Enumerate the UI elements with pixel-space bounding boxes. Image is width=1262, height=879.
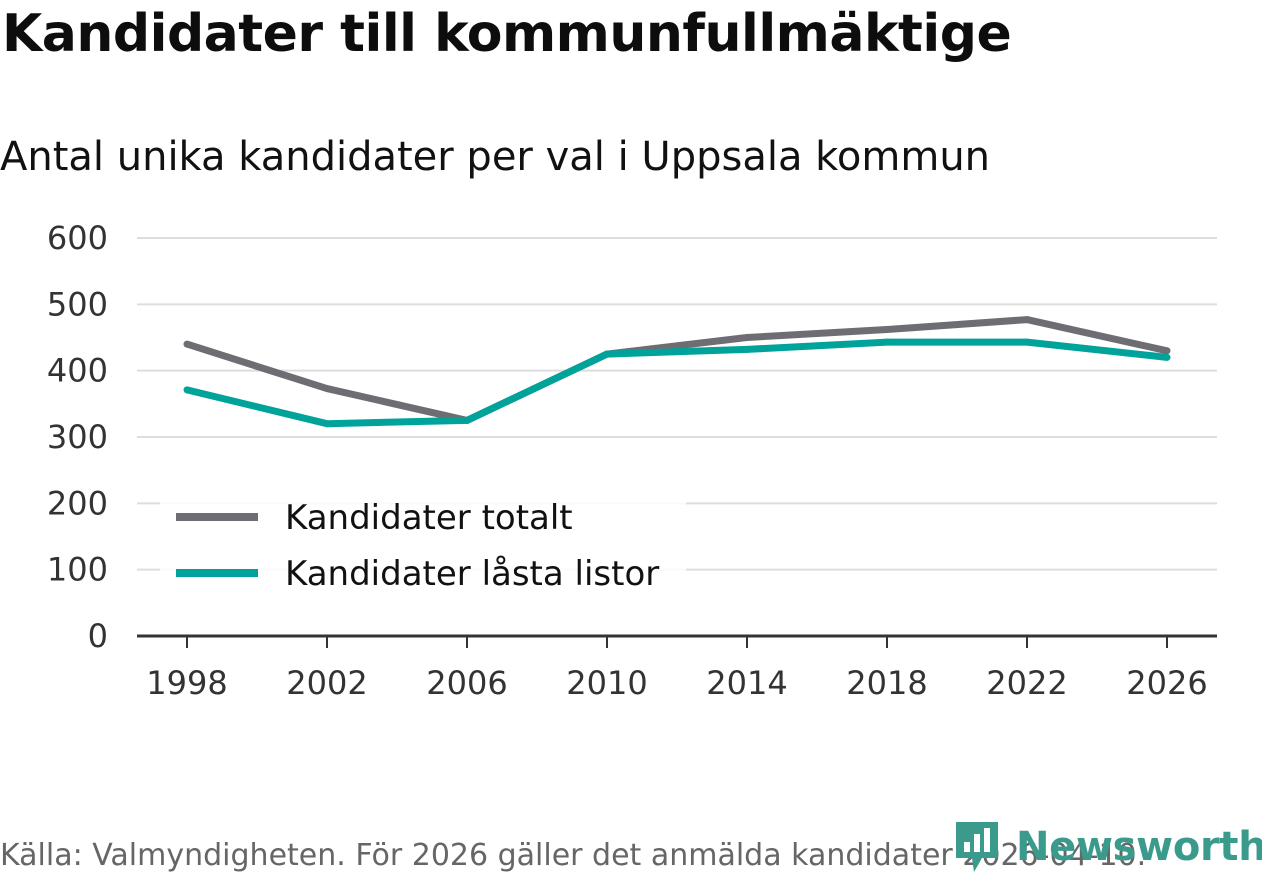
x-tick-label-2010: 2010 — [566, 664, 647, 702]
series-1-point-2026 — [1163, 347, 1171, 355]
series-line-1 — [185, 316, 1168, 424]
x-tick-label-2014: 2014 — [706, 664, 787, 702]
brand-name: Newsworthy — [1016, 824, 1262, 870]
series-2-point-2014 — [743, 345, 751, 353]
source-note: Källa: Valmyndigheten. För 2026 gäller d… — [0, 838, 1147, 873]
x-tick-label-2002: 2002 — [286, 664, 367, 702]
brand-logo: Newsworthy — [952, 818, 1262, 876]
series-1-point-2018 — [883, 326, 891, 334]
x-axis: 1998 2002 2006 2010 2014 2018 2022 2026 — [137, 634, 1217, 702]
y-tick-label-200: 200 — [47, 484, 108, 522]
series-1-point-2022 — [1023, 316, 1031, 324]
chart-subtitle: Antal unika kandidater per val i Uppsala… — [0, 134, 991, 180]
series-2-point-2018 — [883, 338, 891, 346]
y-tick-label-500: 500 — [47, 285, 108, 323]
y-tick-label-600: 600 — [47, 219, 108, 257]
x-tick-label-2026: 2026 — [1126, 664, 1207, 702]
chart-title: Kandidater till kommunfullmäktige — [2, 4, 1012, 64]
series-2-point-2022 — [1023, 338, 1031, 346]
legend: Kandidater totalt Kandidater låsta listor — [160, 490, 686, 610]
series-2-point-2026 — [1163, 353, 1171, 361]
series-1-point-2002 — [323, 385, 331, 393]
series-line-2 — [186, 338, 1168, 428]
legend-label-2: Kandidater låsta listor — [285, 554, 659, 594]
series-2-point-1998 — [183, 386, 191, 394]
x-tick-label-2018: 2018 — [846, 664, 927, 702]
legend-label-1: Kandidater totalt — [285, 498, 573, 538]
series-1-point-2014 — [743, 334, 751, 341]
y-tick-label-0: 0 — [88, 617, 108, 655]
series-2-point-2006 — [463, 416, 471, 424]
y-tick-label-300: 300 — [47, 418, 108, 456]
y-tick-label-400: 400 — [47, 352, 108, 390]
bar-chart-speech-icon — [956, 822, 998, 872]
y-axis-tick-labels: 0 100 200 300 400 500 600 — [47, 219, 108, 655]
legend-background — [160, 490, 686, 610]
series-2-point-2010 — [603, 350, 611, 358]
series-lines — [183, 316, 1171, 428]
x-tick-label-2006: 2006 — [426, 664, 507, 702]
series-1-point-1998 — [183, 340, 191, 348]
series-2-point-2002 — [323, 420, 331, 428]
x-tick-label-2022: 2022 — [986, 664, 1067, 702]
x-tick-label-1998: 1998 — [146, 664, 227, 702]
y-tick-label-100: 100 — [47, 551, 108, 589]
